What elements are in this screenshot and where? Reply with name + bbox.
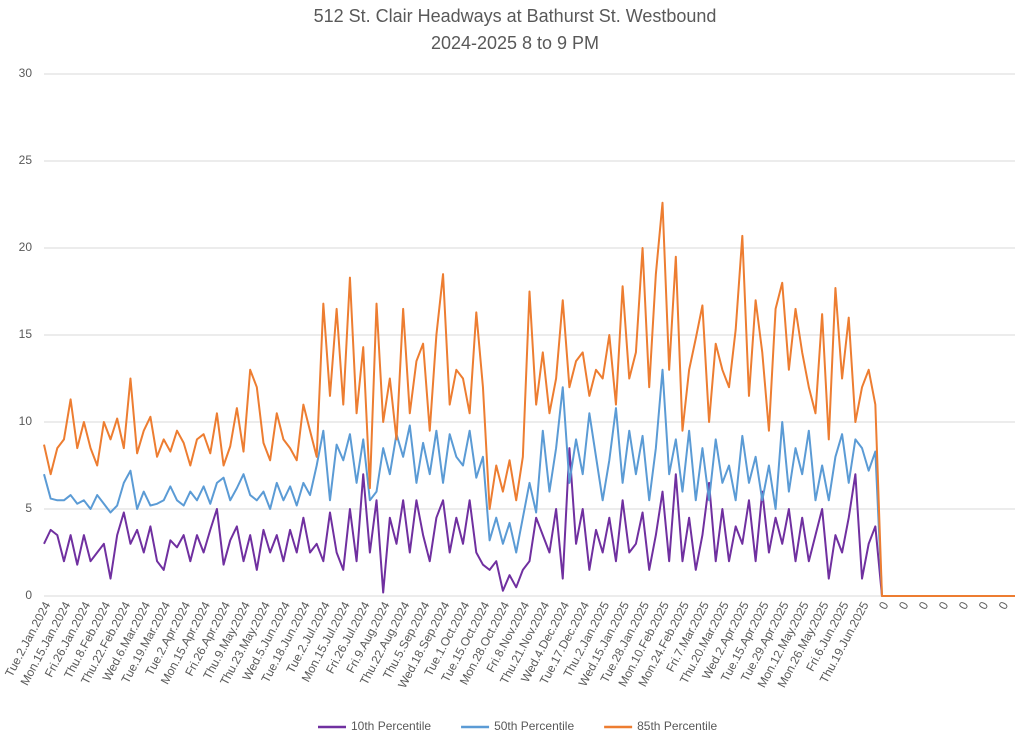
x-tick-label: 0 [996, 599, 1012, 612]
y-tick-label: 0 [25, 588, 32, 602]
y-tick-label: 5 [25, 501, 32, 515]
legend-label: 85th Percentile [637, 719, 717, 733]
x-tick-label: 0 [876, 599, 892, 612]
y-tick-label: 15 [19, 327, 33, 341]
x-tick-label: 0 [936, 599, 952, 612]
legend-label: 10th Percentile [351, 719, 431, 733]
series-line [43, 368, 1015, 597]
x-tick-label: 0 [916, 599, 932, 612]
y-tick-label: 25 [19, 153, 33, 167]
x-tick-label: 0 [956, 599, 972, 612]
chart-subtitle: 2024-2025 8 to 9 PM [431, 33, 599, 53]
chart-title: 512 St. Clair Headways at Bathurst St. W… [314, 6, 717, 26]
y-tick-label: 20 [19, 240, 33, 254]
legend-label: 50th Percentile [494, 719, 574, 733]
x-tick-label: 0 [976, 599, 992, 612]
series-line [43, 201, 1015, 597]
series-line [43, 447, 1015, 597]
x-tick-label: 0 [896, 599, 912, 612]
y-tick-label: 10 [19, 414, 33, 428]
y-tick-label: 30 [19, 66, 33, 80]
